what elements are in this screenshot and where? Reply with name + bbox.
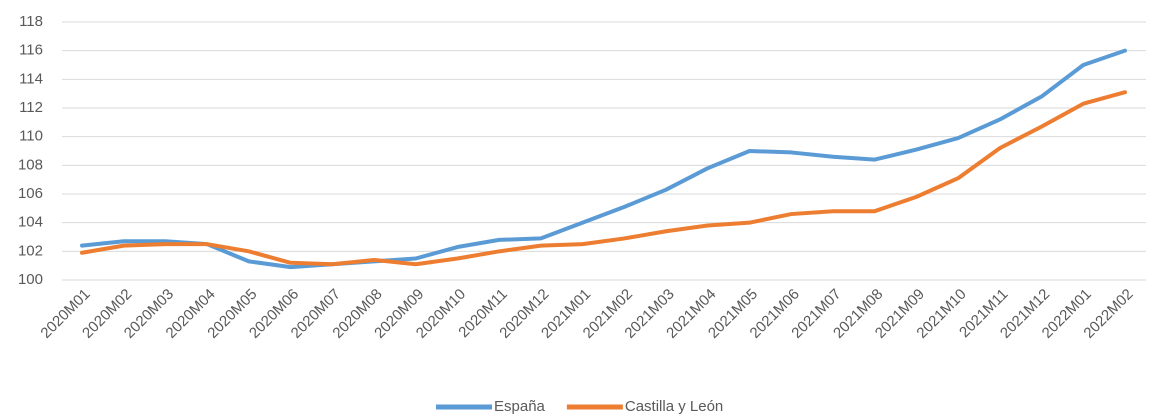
y-tick-label: 112 xyxy=(19,99,43,116)
y-tick-label: 106 xyxy=(18,185,43,202)
y-tick-label: 116 xyxy=(19,42,43,59)
y-tick-label: 104 xyxy=(18,214,43,231)
y-tick-label: 102 xyxy=(18,242,43,259)
y-tick-label: 108 xyxy=(18,156,43,173)
y-tick-label: 110 xyxy=(19,128,43,145)
y-tick-label: 118 xyxy=(19,13,43,30)
legend-label: Castilla y León xyxy=(625,398,723,415)
y-tick-label: 100 xyxy=(18,271,43,288)
line-series xyxy=(80,90,1127,267)
y-tick-label: 114 xyxy=(19,70,43,87)
line-series xyxy=(80,48,1127,270)
legend-label: España xyxy=(494,398,546,415)
